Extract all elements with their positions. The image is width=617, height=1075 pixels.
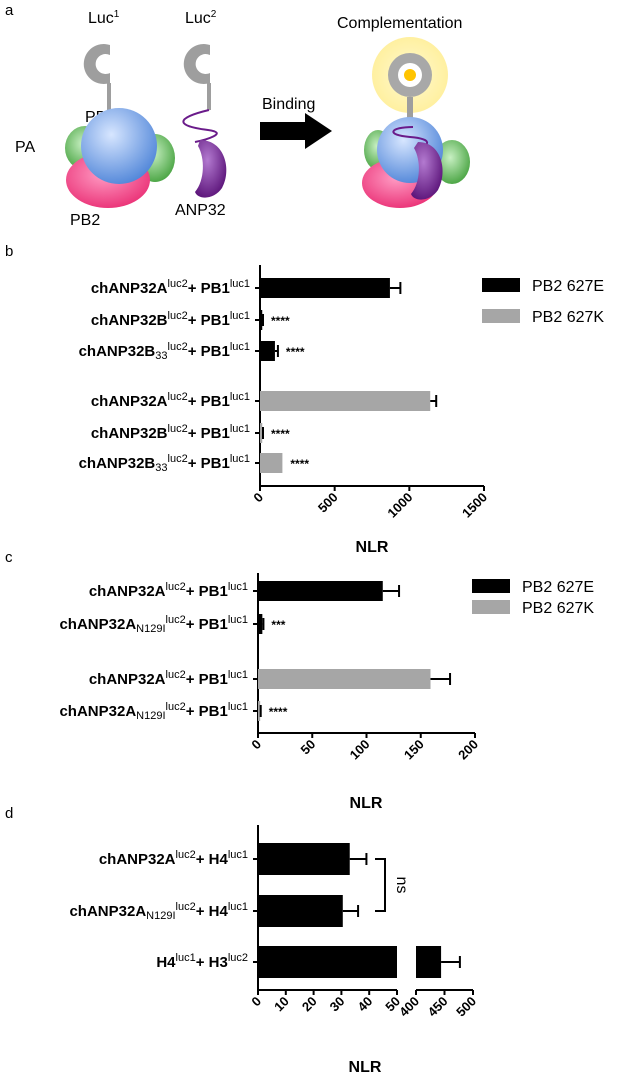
chart-b: 0 500 1000 1500 NLR chANP32Aluc2+ PB1luc1 chAN… <box>79 265 604 556</box>
category-label: chANP32Aluc2+ PB1luc1 <box>89 581 248 600</box>
luc2-fragment <box>182 44 218 143</box>
x-tick-label: 150 <box>401 737 427 763</box>
x-tick-label: 0 <box>248 737 264 753</box>
significance-label: **** <box>269 705 288 719</box>
panel-c-label: c <box>5 549 13 566</box>
x-axis-title: NLR <box>350 795 383 812</box>
comparison-label: ns <box>393 877 410 894</box>
x-tick-label: 1000 <box>384 490 415 521</box>
category-label: chANP32Aluc2+ PB1luc1 <box>91 391 250 410</box>
significance-label: **** <box>290 457 309 471</box>
x-tick-label: 50 <box>298 737 319 758</box>
category-label: chANP32AN129Iluc2+ PB1luc1 <box>59 701 248 722</box>
legend-label: PB2 627E <box>522 579 594 596</box>
legend-swatch <box>482 309 520 323</box>
panel-a-label: a <box>5 2 14 19</box>
pb2-label: PB2 <box>70 212 100 229</box>
bar <box>260 341 275 361</box>
x-tick-label: 200 <box>455 737 481 763</box>
x-tick-label: 400 <box>396 994 422 1020</box>
bar <box>260 453 283 473</box>
legend-swatch <box>482 278 520 292</box>
bar <box>260 391 431 411</box>
comparison-bracket <box>375 858 386 912</box>
bar-segment-2 <box>416 946 442 978</box>
bar <box>260 310 263 330</box>
category-label: chANP32AN129Iluc2+ PB1luc1 <box>59 614 248 635</box>
complemented-complex <box>362 37 470 208</box>
x-tick-label: 500 <box>453 994 479 1020</box>
category-label: chANP32AN129Iluc2+ H4luc1 <box>69 901 248 922</box>
bar <box>258 581 383 601</box>
legend-label: PB2 627E <box>532 278 604 295</box>
bar <box>258 614 263 634</box>
x-tick-label: 0 <box>250 490 266 506</box>
significance-label: **** <box>271 314 290 328</box>
x-axis-title: NLR <box>349 1059 382 1075</box>
panel-a: a Luc1 Luc2 PB1 PA <box>5 2 470 229</box>
luc2-label: Luc2 <box>185 9 217 27</box>
category-label: chANP32Aluc2+ H4luc1 <box>99 849 248 868</box>
legend-swatch <box>472 579 510 593</box>
category-label: chANP32Bluc2+ PB1luc1 <box>91 423 250 442</box>
bar <box>258 701 261 721</box>
significance-label: **** <box>271 427 290 441</box>
pa-label: PA <box>15 139 35 156</box>
bar <box>258 843 350 875</box>
panel-b-label: b <box>5 243 13 260</box>
x-axis-title: NLR <box>356 539 389 556</box>
binding-arrow <box>260 113 332 149</box>
category-label: H4luc1+ H3luc2 <box>156 952 248 971</box>
complementation-label: Complementation <box>337 15 462 32</box>
category-label: chANP32B33luc2+ PB1luc1 <box>79 453 250 474</box>
binding-label: Binding <box>262 96 315 113</box>
legend-label: PB2 627K <box>522 600 594 617</box>
x-tick-label: 40 <box>354 994 375 1015</box>
luc1-fragment <box>83 44 111 123</box>
anp32-protein-left <box>195 140 227 198</box>
x-tick-label: 1500 <box>459 490 490 521</box>
panel-d-label: d <box>5 805 13 822</box>
x-tick-label: 100 <box>347 737 373 763</box>
significance-label: *** <box>271 618 285 632</box>
anp32-label: ANP32 <box>175 202 226 219</box>
bar <box>258 669 431 689</box>
bar <box>260 423 263 443</box>
bar <box>260 278 390 298</box>
polymerase-complex-left <box>65 108 175 208</box>
chart-c: 0 50 100 150 200 NLR chANP32Aluc2+ PB1luc1 chAN… <box>59 573 594 812</box>
x-tick-label: 20 <box>299 994 320 1015</box>
x-tick-label: 30 <box>327 994 348 1015</box>
x-tick-label: 10 <box>271 994 292 1015</box>
bar <box>258 946 397 978</box>
category-label: chANP32Bluc2+ PB1luc1 <box>91 310 250 329</box>
bar <box>258 895 343 927</box>
x-tick-label: 450 <box>425 994 451 1020</box>
legend-label: PB2 627K <box>532 309 604 326</box>
luc1-label: Luc1 <box>88 9 120 27</box>
x-tick-label: 0 <box>248 994 264 1010</box>
significance-label: **** <box>286 345 305 359</box>
category-label: chANP32Aluc2+ PB1luc1 <box>89 669 248 688</box>
category-label: chANP32B33luc2+ PB1luc1 <box>79 341 250 362</box>
legend-swatch <box>472 600 510 614</box>
x-tick-label: 500 <box>315 490 341 516</box>
category-label: chANP32Aluc2+ PB1luc1 <box>91 278 250 297</box>
